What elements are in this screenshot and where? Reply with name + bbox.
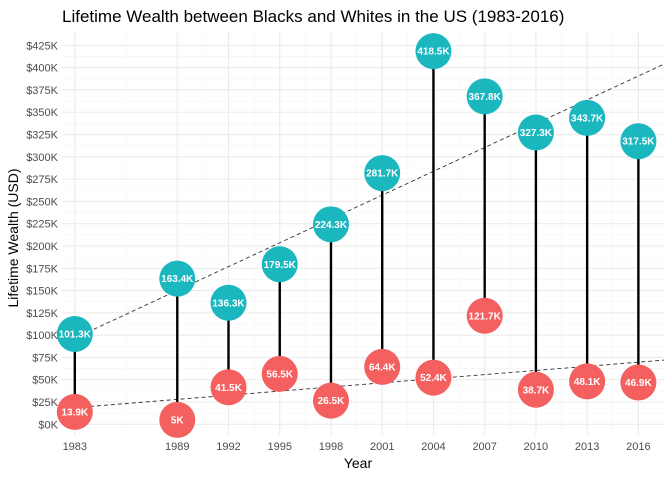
y-tick-label: $125K (26, 308, 58, 320)
y-tick-label: $400K (26, 63, 58, 75)
point-lower-2016 (620, 364, 657, 401)
x-tick-label: 2010 (524, 441, 548, 453)
point-upper-2013 (569, 99, 606, 136)
x-tick-label: 2007 (472, 441, 496, 453)
point-upper-1992 (210, 284, 247, 321)
data-label: 343.7K (571, 113, 604, 124)
data-label: 52.4K (420, 373, 447, 384)
y-tick-label: $200K (26, 241, 58, 253)
data-label: 327.3K (520, 128, 553, 139)
data-label: 136.3K (212, 298, 245, 309)
point-lower-1983 (56, 393, 93, 430)
data-label: 5K (171, 415, 185, 426)
y-tick-label: $275K (26, 174, 58, 186)
data-label: 13.9K (61, 407, 88, 418)
y-tick-label: $300K (26, 152, 58, 164)
data-label: 48.1K (574, 377, 601, 388)
trend-line-1 (61, 63, 665, 345)
point-lower-2004 (415, 359, 452, 396)
x-axis-ticks: 1983 1989 1992 1995 1998 2001 2004 2007 2010 2013… (63, 441, 651, 453)
point-upper-2004 (415, 33, 452, 70)
point-upper-2016 (620, 123, 657, 160)
point-upper-1989 (159, 260, 196, 297)
y-tick-label: $50K (32, 375, 58, 387)
chart-title: Lifetime Wealth between Blacks and White… (62, 7, 564, 26)
point-upper-2007 (466, 78, 503, 115)
x-tick-label: 2013 (575, 441, 599, 453)
point-upper-2001 (364, 155, 401, 192)
x-tick-label: 2001 (370, 441, 394, 453)
data-label: 224.3K (315, 220, 348, 231)
point-lower-2007 (466, 297, 503, 334)
point-lower-2001 (364, 348, 401, 385)
y-tick-label: $225K (26, 219, 58, 231)
data-label: 101.3K (59, 329, 92, 340)
y-tick-label: $425K (26, 40, 58, 52)
point-upper-1995 (261, 246, 298, 283)
point-lower-2010 (517, 371, 554, 408)
y-tick-label: $150K (26, 286, 58, 298)
trend-lines (61, 63, 665, 410)
data-label: 41.5K (215, 383, 242, 394)
y-tick-label: $175K (26, 263, 58, 275)
point-upper-2010 (517, 114, 554, 151)
data-label: 56.5K (266, 369, 293, 380)
y-tick-label: $0K (38, 419, 58, 431)
y-tick-label: $25K (32, 397, 58, 409)
x-tick-label: 1998 (319, 441, 343, 453)
point-upper-1998 (312, 206, 349, 243)
data-points: 101.3K 163.4K 136.3K 179.5K 224.3K 281.7K 418.… (56, 33, 657, 438)
data-label: 163.4K (161, 274, 194, 285)
y-axis-ticks: $0K $25K $50K $75K $100K $125K $150K $175K $200K… (26, 40, 58, 431)
data-label: 46.9K (625, 378, 652, 389)
x-tick-label: 1983 (63, 441, 87, 453)
data-label: 317.5K (622, 137, 655, 148)
data-label: 26.5K (318, 396, 345, 407)
x-axis-title: Year (344, 455, 373, 471)
x-tick-label: 1992 (216, 441, 240, 453)
data-label: 367.8K (469, 92, 502, 103)
data-label: 281.7K (366, 169, 399, 180)
y-axis-title: Lifetime Wealth (USD) (5, 168, 21, 307)
data-label: 179.5K (264, 260, 297, 271)
data-label: 418.5K (417, 47, 450, 58)
y-tick-label: $375K (26, 85, 58, 97)
data-label: 38.7K (523, 385, 550, 396)
point-upper-1983 (56, 315, 93, 352)
y-tick-label: $100K (26, 330, 58, 342)
point-lower-2013 (569, 363, 606, 400)
data-label: 121.7K (469, 311, 502, 322)
data-label: 64.4K (369, 362, 396, 373)
x-tick-label: 1989 (165, 441, 189, 453)
x-tick-label: 2016 (626, 441, 650, 453)
x-tick-label: 2004 (421, 441, 445, 453)
y-tick-label: $250K (26, 196, 58, 208)
point-lower-1989 (159, 401, 196, 438)
y-tick-label: $325K (26, 130, 58, 142)
point-lower-1995 (261, 355, 298, 392)
y-tick-label: $75K (32, 352, 58, 364)
x-tick-label: 1995 (268, 441, 292, 453)
point-lower-1992 (210, 369, 247, 406)
trend-line-2 (61, 359, 665, 410)
y-tick-label: $350K (26, 107, 58, 119)
point-lower-1998 (312, 382, 349, 419)
